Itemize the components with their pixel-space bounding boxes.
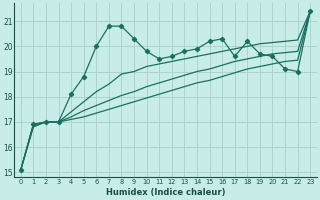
X-axis label: Humidex (Indice chaleur): Humidex (Indice chaleur) xyxy=(106,188,225,197)
